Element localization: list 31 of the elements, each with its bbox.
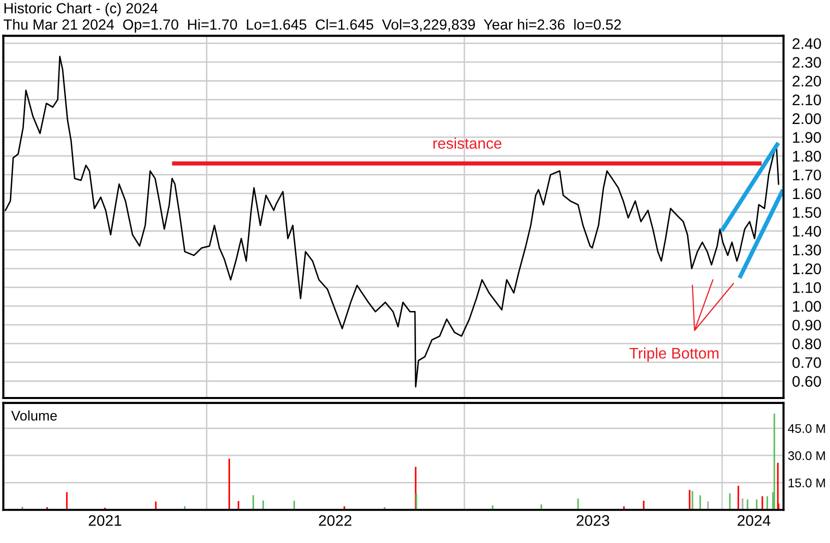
y-tick-label: 0.80 (792, 338, 821, 350)
y-tick-label: 2.00 (792, 113, 821, 124)
y-tick-label: 1.40 (793, 226, 821, 237)
y-tick-label: 1.60 (793, 188, 821, 200)
y-tick-label: 1.30 (793, 244, 821, 256)
chart-title: Volume (11, 410, 57, 421)
y-tick-label: 1.20 (793, 263, 821, 274)
chart-title: Historic Chart - (c) 2024 (4, 2, 158, 16)
y-tick-label: 1.80 (793, 150, 821, 162)
y-tick-label: 1.90 (793, 132, 821, 143)
chart-subtitle: Thu Mar 21 2024 Op=1.70 Hi=1.70 Lo=1.645 Cl=1.645 Vol=3,229,839 Year hi=2.36 lo=0.52 (4, 19, 621, 33)
x-tick-label: 2024 (738, 515, 770, 526)
x-tick-label: 2021 (88, 515, 122, 526)
y-tick-label: 2.20 (792, 76, 821, 87)
y-tick-label: 2.40 (792, 38, 821, 50)
y-tick-label: 0.60 (792, 376, 821, 387)
x-tick-label: 2022 (318, 515, 352, 526)
y-tick-label: 30.0 M (788, 451, 825, 460)
y-tick-label: 2.30 (792, 56, 821, 68)
y-tick-label: 15.0 M (788, 478, 825, 488)
annotation: resistance (433, 138, 502, 149)
y-tick-label: 0.90 (792, 320, 821, 331)
y-tick-label: 1.50 (793, 207, 821, 218)
y-tick-label: 0.70 (792, 357, 821, 368)
y-tick-label: 1.10 (793, 282, 821, 293)
annotation: Triple Bottom (630, 347, 718, 362)
x-tick-label: 2023 (576, 515, 610, 526)
y-tick-label: 2.10 (792, 94, 821, 106)
y-tick-label: 1.00 (793, 300, 821, 312)
y-tick-label: 1.70 (793, 170, 821, 180)
y-tick-label: 45.0 M (788, 424, 825, 433)
